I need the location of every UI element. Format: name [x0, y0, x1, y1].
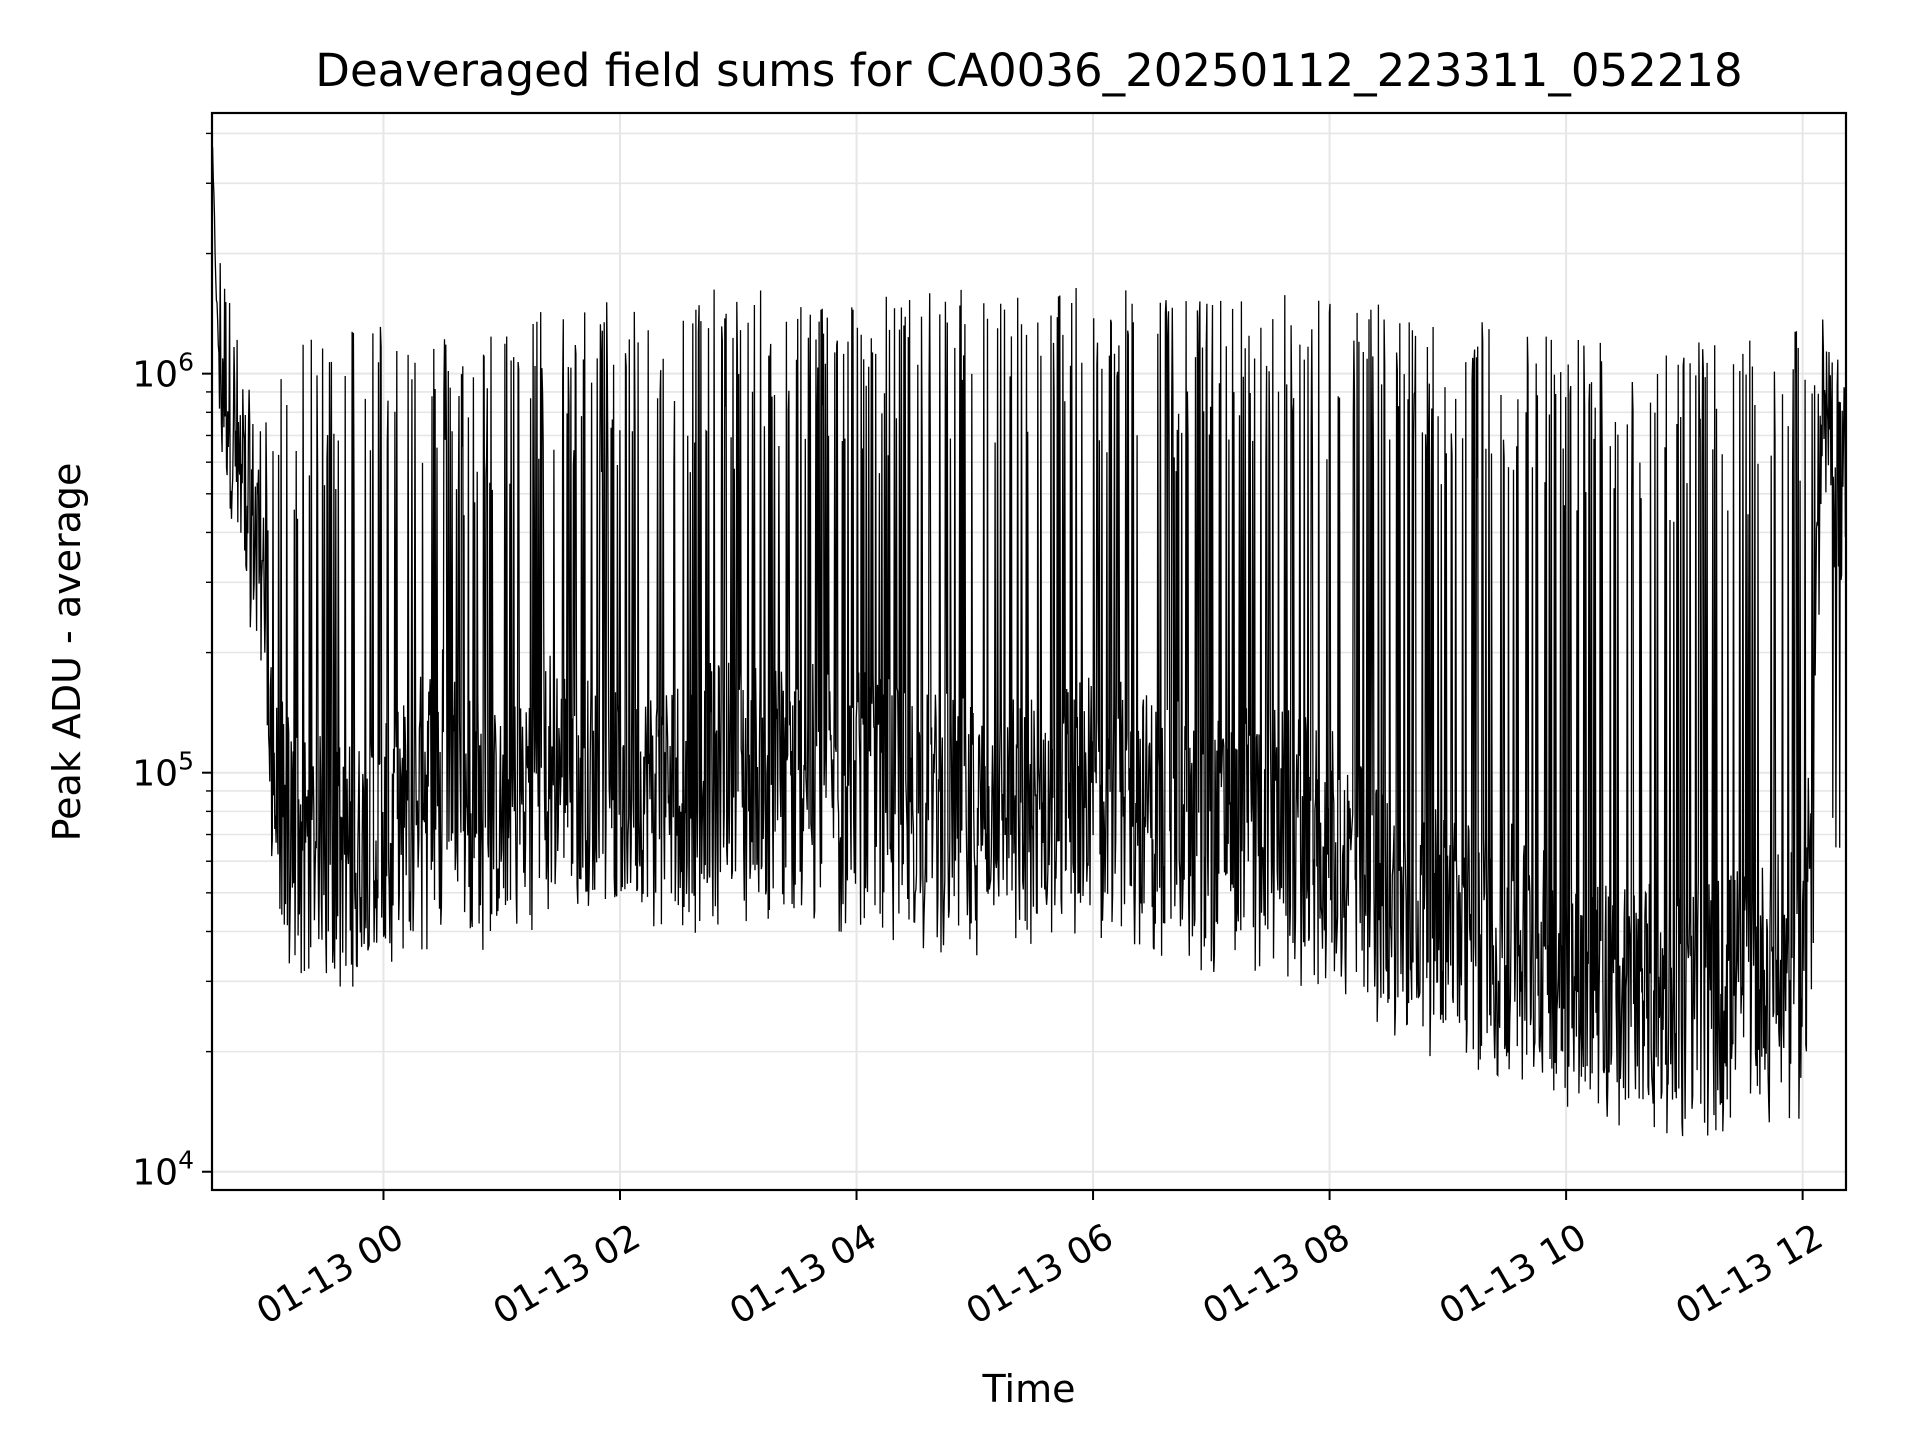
- y-tick-exponent: 4: [178, 1146, 194, 1175]
- y-tick-base: 10: [132, 1153, 178, 1194]
- y-tick-base: 10: [132, 355, 178, 396]
- x-axis-label: Time: [982, 1367, 1076, 1411]
- y-tick-label: 104: [132, 1146, 194, 1194]
- y-tick-exponent: 5: [178, 747, 194, 776]
- y-tick-label: 105: [132, 747, 194, 795]
- axis-ticks: [202, 132, 1804, 1200]
- y-axis-label: Peak ADU - average: [45, 463, 89, 842]
- plot-frame: [210, 111, 1848, 1192]
- y-tick-exponent: 6: [178, 348, 194, 377]
- chart-title: Deaveraged field sums for CA0036_2025011…: [315, 44, 1742, 97]
- y-tick-label: 106: [132, 348, 194, 396]
- series-line: [212, 146, 1846, 1137]
- plot-area: [212, 146, 1846, 1137]
- y-tick-base: 10: [132, 754, 178, 795]
